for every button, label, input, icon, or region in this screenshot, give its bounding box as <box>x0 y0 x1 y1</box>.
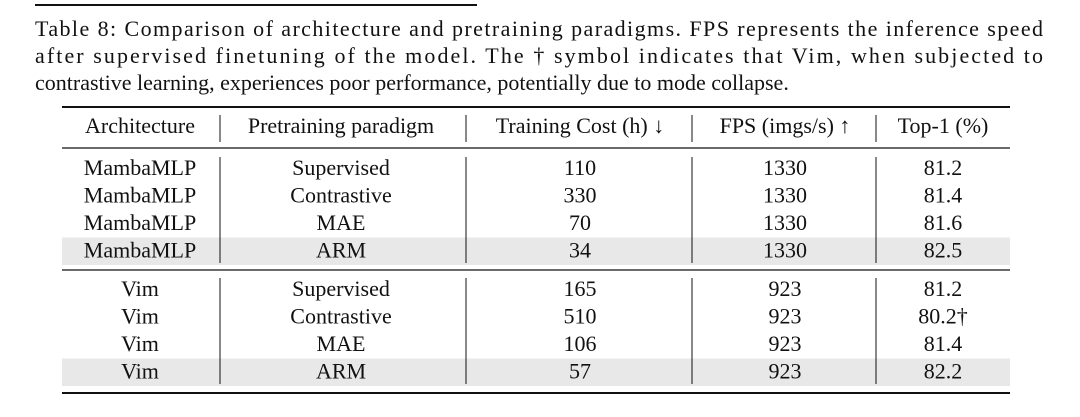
cell: 923 <box>769 358 802 383</box>
cell: MambaMLP <box>84 182 196 207</box>
cell: 82.5 <box>924 237 963 262</box>
cell: Vim <box>121 331 159 356</box>
cell: Supervised <box>292 155 390 180</box>
cell: MAE <box>317 210 366 235</box>
cell: Contrastive <box>290 182 391 207</box>
cell: MAE <box>317 331 366 356</box>
cell: MambaMLP <box>84 210 196 235</box>
cell: 1330 <box>763 182 807 207</box>
cell: 82.2 <box>924 358 963 383</box>
caption-line: after supervised finetuning of the model… <box>35 43 1043 68</box>
cell: 923 <box>769 303 802 328</box>
cell: 923 <box>769 276 802 301</box>
cell: 80.2† <box>918 303 968 328</box>
cell: 81.2 <box>924 276 963 301</box>
caption-line: contrastive learning, experiences poor p… <box>35 70 789 95</box>
cell: Supervised <box>292 276 390 301</box>
header-cell: FPS (imgs/s) ↑ <box>720 113 851 138</box>
cell: 57 <box>569 358 591 383</box>
cell: 1330 <box>763 210 807 235</box>
cell: 110 <box>564 155 596 180</box>
cell: 1330 <box>763 237 807 262</box>
cell: ARM <box>316 237 366 262</box>
cell: MambaMLP <box>84 155 196 180</box>
cell: Vim <box>121 276 159 301</box>
cell: 923 <box>769 331 802 356</box>
cell: MambaMLP <box>84 237 196 262</box>
caption-line: Table 8: Comparison of architecture and … <box>35 16 1043 41</box>
cell: 1330 <box>763 155 807 180</box>
cell: 106 <box>564 331 597 356</box>
highlight-row <box>62 237 1010 265</box>
cell: Vim <box>121 303 159 328</box>
cell: 81.2 <box>924 155 963 180</box>
highlight-row <box>62 358 1010 386</box>
cell: 81.4 <box>924 331 963 356</box>
header-cell: Training Cost (h) ↓ <box>496 113 664 138</box>
cell: 81.4 <box>924 182 963 207</box>
cell: ARM <box>316 358 366 383</box>
cell: 34 <box>569 237 591 262</box>
header-cell: Top-1 (%) <box>898 113 989 138</box>
cell: 330 <box>564 182 597 207</box>
cell: 81.6 <box>924 210 963 235</box>
header-cell: Architecture <box>85 113 195 138</box>
cell: Contrastive <box>290 303 391 328</box>
cell: Vim <box>121 358 159 383</box>
cell: 70 <box>569 210 591 235</box>
cell: 165 <box>564 276 597 301</box>
cell: 510 <box>564 303 597 328</box>
header-cell: Pretraining paradigm <box>248 113 434 138</box>
